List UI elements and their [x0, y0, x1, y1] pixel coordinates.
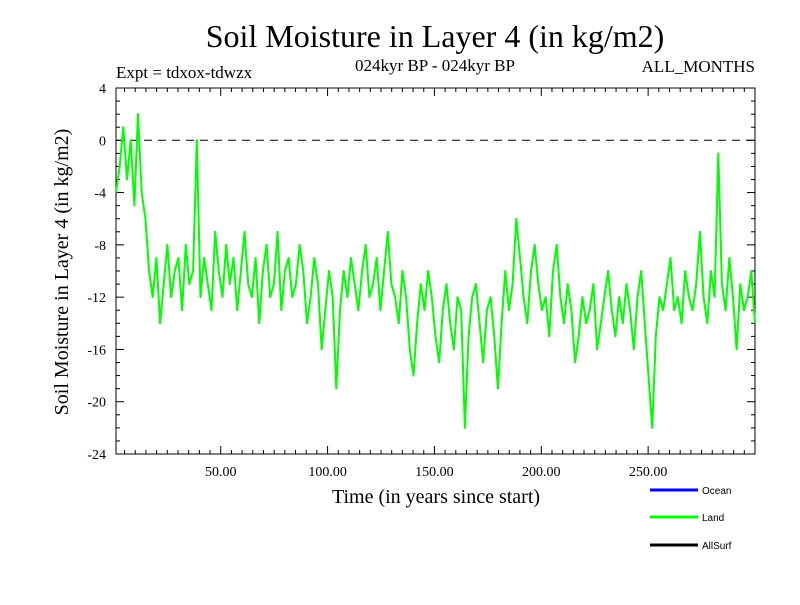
y-tick-label: 4	[99, 82, 106, 97]
x-tick-label: 200.00	[522, 465, 561, 480]
y-tick-label: -20	[87, 396, 106, 411]
series-line-land	[115, 113, 756, 429]
y-tick-label: -12	[87, 291, 106, 306]
legend: Ocean Land AllSurf	[650, 486, 732, 552]
legend-label-allsurf: AllSurf	[702, 541, 732, 552]
x-tick-label: 50.00	[205, 465, 237, 480]
plot-area: 50.00 100.00 150.00 200.00 250.00 4 0 -4 -8 -12 -1…	[87, 82, 756, 480]
y-tick-label: 0	[99, 134, 106, 149]
chart-title: Soil Moisture in Layer 4 (in kg/m2)	[206, 18, 665, 54]
x-tick-label: 250.00	[629, 465, 668, 480]
x-axis-label: Time (in years since start)	[332, 486, 540, 508]
legend-label-ocean: Ocean	[702, 486, 731, 497]
x-tick-label: 100.00	[308, 465, 347, 480]
x-tick-label: 150.00	[415, 465, 454, 480]
period-label: 024kyr BP - 024kyr BP	[355, 56, 515, 75]
months-label: ALL_MONTHS	[642, 57, 755, 76]
y-axis-label: Soil Moisture in Layer 4 (in kg/m2)	[51, 129, 73, 416]
y-tick-label: -24	[87, 448, 106, 463]
expt-label: Expt = tdxox-tdwzx	[116, 63, 253, 82]
legend-label-land: Land	[702, 513, 724, 524]
y-tick-label: -4	[94, 187, 106, 202]
y-tick-label: -8	[94, 239, 106, 254]
y-tick-label: -16	[87, 343, 106, 358]
plot-frame	[115, 87, 756, 455]
